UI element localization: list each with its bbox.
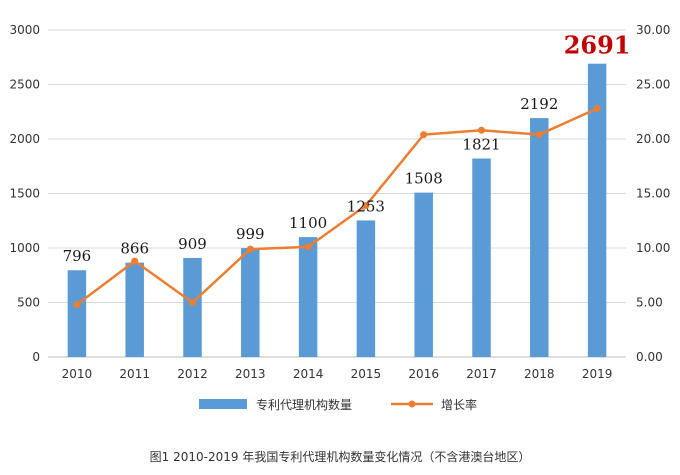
bar-data-label: 1508 xyxy=(405,170,443,188)
chart-caption: 图1 2010-2019 年我国专利代理机构数量变化情况（不含港澳台地区） xyxy=(149,450,531,464)
bar-2015 xyxy=(356,220,376,357)
y-tick-label-left: 2500 xyxy=(9,78,40,92)
bar-data-label: 2691 xyxy=(564,31,631,60)
bar-data-label: 1100 xyxy=(289,214,327,232)
y-tick-label-left: 500 xyxy=(17,296,40,310)
bar-data-label: 999 xyxy=(236,225,265,243)
x-tick-label: 2018 xyxy=(524,367,555,381)
x-tick-label: 2010 xyxy=(62,367,93,381)
growth-rate-point xyxy=(131,257,139,265)
growth-rate-point xyxy=(535,131,543,139)
y-tick-label-left: 0 xyxy=(32,350,40,364)
x-tick-label: 2019 xyxy=(582,367,613,381)
bar-data-label: 909 xyxy=(178,235,207,253)
growth-rate-point xyxy=(478,126,485,134)
bar-data-label: 1821 xyxy=(462,136,500,154)
y-tick-label-left: 1000 xyxy=(9,241,40,255)
growth-rate-line xyxy=(76,107,598,306)
x-tick-label: 2014 xyxy=(293,367,324,381)
legend-label-line: 增长率 xyxy=(441,397,477,412)
legend-marker-line xyxy=(408,400,416,408)
growth-rate-point xyxy=(73,301,81,309)
x-tick-label: 2012 xyxy=(177,367,208,381)
legend-swatch-bars xyxy=(199,399,247,409)
bar-2019 xyxy=(587,63,607,357)
x-tick-label: 2011 xyxy=(119,367,150,381)
x-tick-label: 2013 xyxy=(235,367,266,381)
y-tick-label-right: 25.00 xyxy=(636,78,670,92)
bar-2014 xyxy=(298,237,318,357)
growth-rate-point xyxy=(189,299,196,306)
y-tick-label-right: 10.00 xyxy=(636,241,670,255)
x-tick-label: 2015 xyxy=(351,367,382,381)
x-tick-label: 2016 xyxy=(408,367,439,381)
legend-label-bars: 专利代理机构数量 xyxy=(256,397,352,412)
y-tick-label-right: 15.00 xyxy=(636,187,670,201)
bar-data-label: 2192 xyxy=(520,95,558,113)
y-tick-label-left: 1500 xyxy=(9,187,40,201)
y-tick-label-right: 20.00 xyxy=(636,132,670,146)
bar-data-label: 796 xyxy=(63,247,92,265)
bar-2016 xyxy=(414,192,433,357)
bar-2012 xyxy=(183,257,202,357)
bar-data-label: 866 xyxy=(120,240,149,258)
bar-data-label: 1253 xyxy=(347,197,385,215)
y-tick-label-left: 3000 xyxy=(9,23,40,37)
y-tick-label-left: 2000 xyxy=(9,132,40,146)
growth-rate-point xyxy=(246,245,254,253)
y-tick-label-right: 0.00 xyxy=(636,350,663,364)
growth-rate-point xyxy=(304,243,312,251)
bar-2013 xyxy=(241,248,260,357)
bar-2010 xyxy=(67,270,87,357)
growth-rate-point xyxy=(420,131,428,139)
x-tick-label: 2017 xyxy=(466,367,497,381)
bar-2011 xyxy=(125,262,144,357)
bar-2017 xyxy=(472,158,491,357)
bar-2018 xyxy=(530,118,549,358)
y-tick-label-right: 5.00 xyxy=(636,296,663,310)
growth-rate-point xyxy=(593,104,601,112)
growth-rate-point xyxy=(362,201,370,209)
y-tick-label-right: 30.00 xyxy=(636,23,670,37)
